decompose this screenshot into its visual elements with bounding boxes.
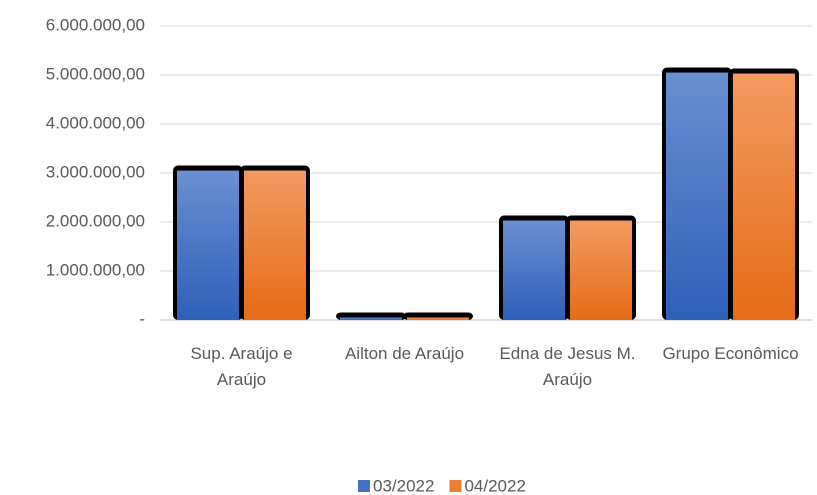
x-tick-label: Sup. Araújo e Araújo bbox=[190, 344, 292, 389]
bar bbox=[407, 317, 469, 320]
y-tick-label: 6.000.000,00 bbox=[46, 15, 145, 34]
bar bbox=[244, 170, 306, 320]
bar bbox=[666, 72, 728, 320]
legend-swatch bbox=[358, 480, 370, 492]
x-tick-label: Grupo Econômico bbox=[662, 344, 798, 363]
bar bbox=[570, 220, 632, 320]
bar bbox=[503, 220, 565, 320]
legend-swatch bbox=[449, 480, 462, 492]
bar bbox=[733, 73, 795, 320]
y-tick-label: 5.000.000,00 bbox=[46, 64, 145, 83]
legend-label: 03/2022 bbox=[373, 476, 434, 495]
bar bbox=[340, 317, 402, 320]
y-tick-label: 1.000.000,00 bbox=[46, 260, 145, 279]
y-tick-label: 3.000.000,00 bbox=[46, 162, 145, 181]
x-tick-label: Ailton de Araújo bbox=[345, 344, 464, 363]
legend-label: 04/2022 bbox=[464, 476, 525, 495]
bar bbox=[177, 170, 239, 320]
y-tick-label: 2.000.000,00 bbox=[46, 211, 145, 230]
x-tick-label: Edna de Jesus M. Araújo bbox=[499, 344, 635, 389]
y-tick-label: 4.000.000,00 bbox=[46, 113, 145, 132]
y-tick-label: - bbox=[139, 309, 145, 328]
